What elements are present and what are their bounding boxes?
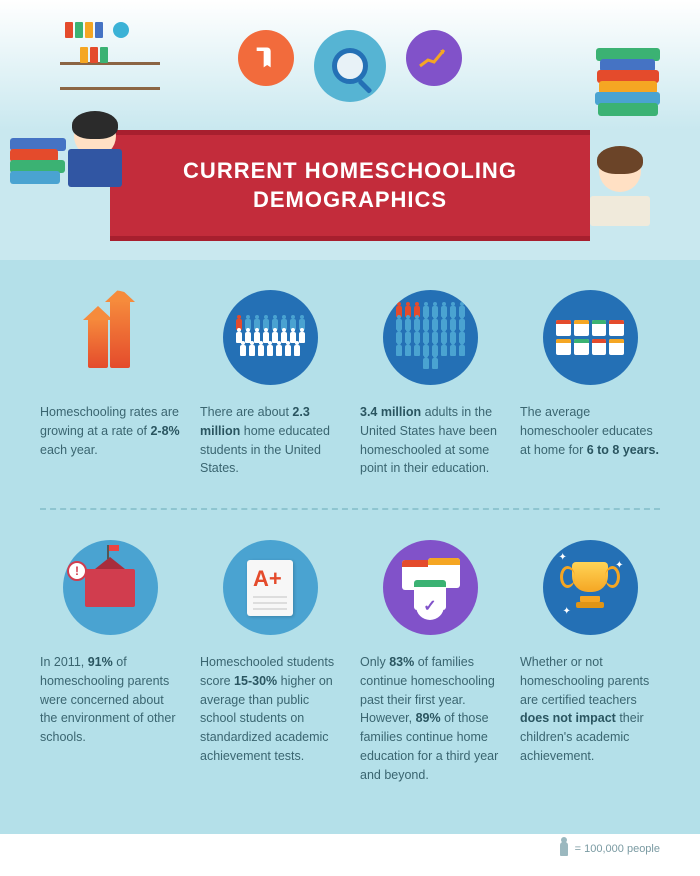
chart-magnify-icon — [314, 30, 386, 102]
arrows-icon — [63, 290, 158, 385]
stat-text: Homeschooling rates are growing at a rat… — [40, 403, 180, 459]
growth-icon — [406, 30, 462, 86]
people-icon — [383, 290, 478, 385]
top-icons-row — [0, 0, 700, 102]
stat-item-4: In 2011, 91% of homeschooling parents we… — [40, 540, 180, 784]
stats-content: Homeschooling rates are growing at a rat… — [0, 260, 700, 834]
stat-item-0: Homeschooling rates are growing at a rat… — [40, 290, 180, 478]
stat-text: 3.4 million adults in the United States … — [360, 403, 500, 478]
school-icon — [63, 540, 158, 635]
infographic-container: CURRENT HOMESCHOOLING DEMOGRAPHICS Homes… — [0, 0, 700, 876]
legend-text: = 100,000 people — [575, 843, 660, 855]
people-icon — [223, 290, 318, 385]
stat-text: In 2011, 91% of homeschooling parents we… — [40, 653, 180, 747]
title-banner: CURRENT HOMESCHOOLING DEMOGRAPHICS — [110, 130, 590, 241]
stat-text: Homeschooled students score 15-30% highe… — [200, 653, 340, 766]
stat-item-6: ✓ Only 83% of families continue homeschoo… — [360, 540, 500, 784]
book-icon — [238, 30, 294, 86]
stat-text: There are about 2.3 million home educate… — [200, 403, 340, 478]
stats-row-2: In 2011, 91% of homeschooling parents we… — [40, 508, 660, 784]
page-title: CURRENT HOMESCHOOLING DEMOGRAPHICS — [140, 157, 560, 214]
stat-text: Only 83% of families continue homeschool… — [360, 653, 500, 784]
stat-item-5: A+ Homeschooled students score 15-30% hig… — [200, 540, 340, 784]
stat-text: Whether or not homeschooling parents are… — [520, 653, 660, 766]
header-area: CURRENT HOMESCHOOLING DEMOGRAPHICS — [0, 0, 700, 260]
stat-item-1: There are about 2.3 million home educate… — [200, 290, 340, 478]
person-icon — [560, 842, 568, 856]
stat-text: The average homeschooler educates at hom… — [520, 403, 660, 459]
stat-item-3: The average homeschooler educates at hom… — [520, 290, 660, 478]
grade-icon: A+ — [223, 540, 318, 635]
legend: = 100,000 people — [0, 834, 700, 876]
child-reading-left — [55, 115, 135, 205]
cal-check-icon: ✓ — [383, 540, 478, 635]
trophy-icon: ✦✦✦ — [543, 540, 638, 635]
stat-item-2: 3.4 million adults in the United States … — [360, 290, 500, 478]
child-reading-right — [580, 150, 660, 240]
stat-item-7: ✦✦✦ Whether or not homeschooling parents … — [520, 540, 660, 784]
stats-row-1: Homeschooling rates are growing at a rat… — [40, 290, 660, 478]
calendars-icon — [543, 290, 638, 385]
